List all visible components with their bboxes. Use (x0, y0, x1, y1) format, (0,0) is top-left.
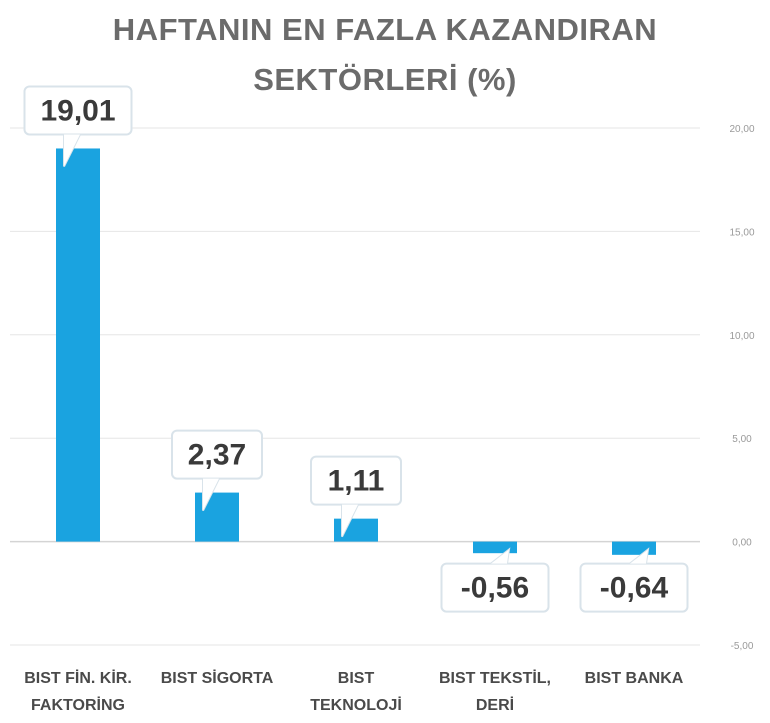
x-tick-label: DERİ (476, 696, 514, 714)
bar (612, 541, 656, 555)
data-label-pointer-fill (630, 549, 648, 564)
y-tick-label: 0,00 (732, 538, 752, 549)
y-tick-label: 15,00 (729, 227, 754, 238)
x-tick-label: BIST BANKA (585, 670, 684, 687)
x-tick-label: BIST SİGORTA (161, 669, 274, 687)
y-tick-label: 5,00 (732, 434, 752, 445)
data-label: 19,01 (40, 94, 115, 127)
bar (56, 148, 100, 542)
chart-title-line-2: SEKTÖRLERİ (%) (253, 62, 517, 97)
data-label: -0,64 (600, 572, 669, 605)
chart-title-line-1: HAFTANIN EN FAZLA KAZANDIRAN (112, 12, 658, 47)
y-tick-label: -5,00 (731, 641, 754, 652)
data-label-pointer-fill (491, 549, 509, 564)
x-tick-label: BIST FİN. KİR. (24, 669, 132, 687)
data-label-pointer-fill (342, 504, 358, 537)
x-tick-label: TEKNOLOJİ (310, 696, 402, 714)
data-label: 1,11 (328, 465, 385, 498)
x-tick-label: BIST TEKSTİL, (439, 669, 551, 687)
data-label: -0,56 (461, 572, 529, 605)
bar (195, 492, 239, 542)
x-tick-label: BIST (338, 670, 375, 687)
data-label-pointer-fill (64, 134, 80, 167)
x-tick-label: FAKTORİNG (31, 696, 125, 714)
data-label: 2,37 (188, 439, 246, 472)
y-tick-label: 20,00 (729, 124, 754, 135)
bar (473, 541, 517, 554)
y-tick-label: 10,00 (729, 331, 754, 342)
data-label-pointer-fill (203, 478, 219, 511)
bar (334, 518, 378, 542)
